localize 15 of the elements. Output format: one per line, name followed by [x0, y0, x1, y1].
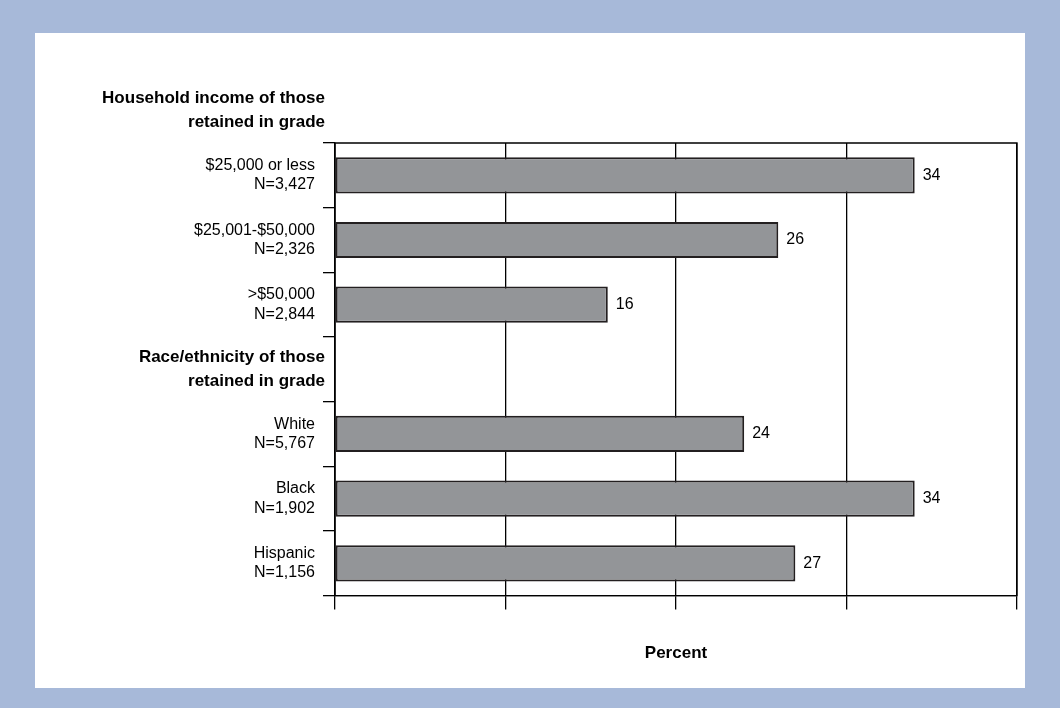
data-label: 34	[922, 489, 941, 507]
text: Household income of those retained in grade	[102, 87, 325, 131]
data-label: 26	[786, 230, 805, 248]
text: Race/ethnicity of those retained in grade	[138, 346, 325, 390]
y-tick-label: White N=5,767	[254, 414, 316, 451]
data-label: 24	[752, 424, 771, 442]
data-label: 27	[803, 553, 822, 571]
y-tick-label: $25,000 or less N=3,427	[205, 156, 316, 193]
y-tick-label: Black N=1,902	[254, 479, 316, 516]
y-tick-label: Hispanic N=1,156	[253, 544, 316, 581]
data-label: 34	[922, 165, 941, 183]
data-label: 16	[615, 295, 634, 313]
x-axis-title: Percent	[644, 643, 708, 663]
y-tick-label: $25,001-$50,000 N=2,326	[194, 220, 316, 257]
y-tick-label: >$50,000 N=2,844	[247, 285, 316, 322]
